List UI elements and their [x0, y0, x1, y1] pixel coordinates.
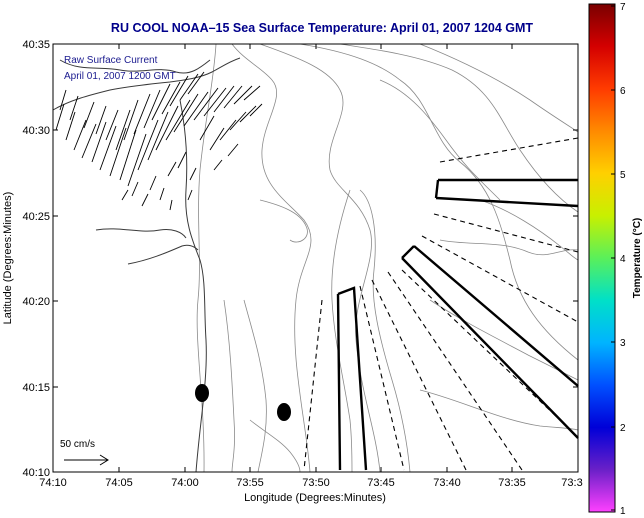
y-tick-label: 40:10 — [22, 467, 50, 479]
radar-sector-outlines — [336, 178, 579, 471]
y-tick-label: 40:30 — [22, 125, 50, 137]
x-tick-label: 73:50 — [302, 477, 330, 489]
colorbar-tick-labels: 7 6 5 4 3 2 1 — [620, 2, 626, 517]
y-tick-label: 40:15 — [22, 382, 50, 394]
bathymetry-contours — [196, 43, 579, 473]
colorbar: 7 6 5 4 3 2 1 Temperature (°C) — [588, 2, 643, 517]
x-tick-label: 73:35 — [498, 477, 526, 489]
colorbar-tick-label: 5 — [620, 170, 626, 181]
x-tick-label: 73:45 — [367, 477, 395, 489]
x-tick-label: 73:40 — [433, 477, 461, 489]
legend-line-1: Raw Surface Current — [64, 55, 158, 66]
radar-site-marker — [277, 403, 291, 421]
radar-site-marker — [195, 384, 209, 402]
range-ring-lines — [303, 137, 579, 471]
colorbar-tick-label: 4 — [620, 254, 626, 265]
y-tick-label: 40:35 — [22, 39, 50, 51]
x-tick-label: 74:00 — [171, 477, 199, 489]
y-tick-label: 40:20 — [22, 296, 50, 308]
figure-title: RU COOL NOAA–15 Sea Surface Temperature:… — [111, 21, 534, 35]
y-tick-label: 40:25 — [22, 211, 50, 223]
colorbar-tick-label: 1 — [620, 506, 626, 517]
x-tick-label: 73:55 — [236, 477, 264, 489]
x-tick-label: 74:10 — [39, 477, 67, 489]
x-tick-label: 73:3 — [561, 477, 582, 489]
scale-arrow — [64, 454, 109, 466]
current-vectors — [55, 71, 263, 211]
axis-tick-marks — [53, 44, 578, 472]
y-tick-labels: 40:35 40:30 40:25 40:20 40:15 40:10 — [22, 39, 50, 479]
x-tick-label: 74:05 — [105, 477, 133, 489]
map-background — [53, 44, 578, 472]
colorbar-title: Temperature (°C) — [632, 218, 643, 299]
x-axis-title: Longitude (Degrees:Minutes) — [244, 492, 386, 504]
map-panel: Raw Surface Current April 01, 2007 1200 … — [52, 43, 579, 473]
colorbar-tick-label: 3 — [620, 338, 626, 349]
colorbar-tick-label: 2 — [620, 423, 626, 434]
y-axis-title: Latitude (Degrees:Minutes) — [2, 192, 14, 325]
colorbar-fill — [589, 4, 615, 512]
x-tick-labels: 74:10 74:05 74:00 73:55 73:50 73:45 73:4… — [39, 477, 582, 489]
colorbar-tick-marks — [611, 5, 615, 511]
colorbar-tick-label: 6 — [620, 86, 626, 97]
colorbar-tick-label: 7 — [620, 2, 626, 13]
scale-label: 50 cm/s — [60, 439, 95, 450]
legend-line-2: April 01, 2007 1200 GMT — [64, 71, 176, 82]
